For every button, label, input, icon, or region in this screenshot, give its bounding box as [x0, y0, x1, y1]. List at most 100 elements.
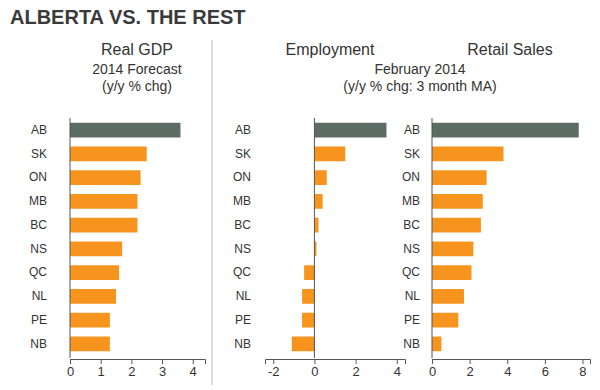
tick: 3	[159, 359, 166, 379]
zero-line	[432, 118, 433, 358]
bar	[432, 147, 503, 162]
category-label: PE	[235, 313, 251, 327]
tick-label: 8	[579, 364, 586, 379]
category-label: NB	[234, 337, 251, 351]
category-tick: NB	[234, 337, 254, 351]
category-label: ON	[402, 170, 420, 184]
panel-title: Real GDP	[101, 41, 173, 58]
category-label: NS	[234, 242, 251, 256]
category-label: QC	[233, 265, 251, 279]
category-tick: AB	[235, 123, 254, 137]
tick: 0	[67, 359, 74, 379]
panel-subtitle: (y/y % chg)	[102, 78, 172, 94]
category-tick: SK	[31, 147, 50, 161]
category-label: QC	[29, 265, 47, 279]
bar	[432, 289, 464, 304]
category-tick: MB	[29, 194, 50, 208]
tick: 2	[467, 359, 474, 379]
category-label: MB	[29, 194, 47, 208]
category-label: NL	[32, 289, 48, 303]
panel-title: Retail Sales	[467, 41, 552, 58]
tick-label: 4	[394, 364, 401, 379]
category-axis: ABSKONMBBCNSQCNLPENB	[233, 123, 254, 351]
panel-subtitle: (y/y % chg: 3 month MA)	[343, 78, 496, 94]
category-label: BC	[30, 218, 47, 232]
bar	[314, 147, 345, 162]
tick-label: 0	[311, 364, 318, 379]
category-label: QC	[402, 265, 420, 279]
tick-label: 0	[67, 364, 74, 379]
tick: 4	[504, 359, 511, 379]
category-label: NB	[30, 337, 47, 351]
category-label: BC	[234, 218, 251, 232]
bar	[314, 218, 318, 233]
tick: 2	[128, 359, 135, 379]
bar	[432, 313, 458, 328]
panel: Real GDP2014 Forecast(y/y % chg)ABSKONMB…	[29, 41, 206, 379]
category-label: AB	[31, 123, 47, 137]
panel-subtitle: February 2014	[374, 61, 465, 77]
bar	[432, 194, 483, 209]
category-axis: ABSKONMBBCNSQCNLPENB	[29, 123, 50, 351]
category-tick: QC	[29, 265, 50, 279]
bars	[70, 123, 180, 351]
bar	[432, 123, 579, 138]
category-tick: BC	[234, 218, 254, 232]
category-label: SK	[404, 147, 420, 161]
category-axis: ABSKONMBBCNSQCNLPENB	[402, 123, 423, 351]
bar	[432, 265, 472, 280]
bar	[432, 170, 487, 185]
category-label: NB	[403, 337, 420, 351]
bar	[70, 313, 110, 328]
tick-label: 4	[504, 364, 511, 379]
category-tick: NS	[234, 242, 254, 256]
category-label: PE	[31, 313, 47, 327]
bar	[70, 218, 138, 233]
category-tick: PE	[235, 313, 254, 327]
tick: 1	[98, 359, 105, 379]
category-label: SK	[235, 147, 251, 161]
category-tick: NB	[30, 337, 50, 351]
chart-title: ALBERTA VS. THE REST	[10, 6, 246, 28]
tick: -2	[268, 359, 280, 379]
bar	[302, 313, 314, 328]
category-label: NS	[403, 242, 420, 256]
bar	[314, 170, 326, 185]
tick: 4	[394, 359, 401, 379]
tick: 2	[352, 359, 359, 379]
category-label: BC	[403, 218, 420, 232]
category-label: SK	[31, 147, 47, 161]
bar	[292, 337, 315, 352]
tick: 0	[311, 359, 318, 379]
bar	[70, 265, 119, 280]
bar	[314, 123, 386, 138]
axis-line	[71, 360, 206, 365]
axis-line	[433, 360, 591, 365]
category-tick: NL	[405, 289, 423, 303]
category-tick: QC	[233, 265, 254, 279]
tick-label: 0	[429, 364, 436, 379]
panel: EmploymentFebruary 2014(y/y % chg: 3 mon…	[233, 41, 497, 379]
tick-label: 1	[98, 364, 105, 379]
category-label: MB	[402, 194, 420, 208]
category-tick: NB	[403, 337, 423, 351]
category-label: AB	[235, 123, 251, 137]
category-tick: SK	[235, 147, 254, 161]
tick-label: -2	[268, 364, 280, 379]
tick: 4	[190, 359, 197, 379]
tick-label: 2	[128, 364, 135, 379]
value-axis: -2 0 2 4	[266, 359, 406, 379]
category-tick: ON	[402, 170, 423, 184]
category-label: ON	[29, 170, 47, 184]
bars	[432, 123, 579, 351]
tick-label: 6	[542, 364, 549, 379]
bar	[70, 242, 122, 257]
category-tick: ON	[233, 170, 254, 184]
bars	[292, 123, 387, 351]
tick: 0	[429, 359, 436, 379]
bar	[304, 265, 314, 280]
divider	[212, 40, 213, 385]
category-tick: NL	[236, 289, 254, 303]
category-tick: BC	[30, 218, 50, 232]
axis-line	[266, 360, 406, 365]
